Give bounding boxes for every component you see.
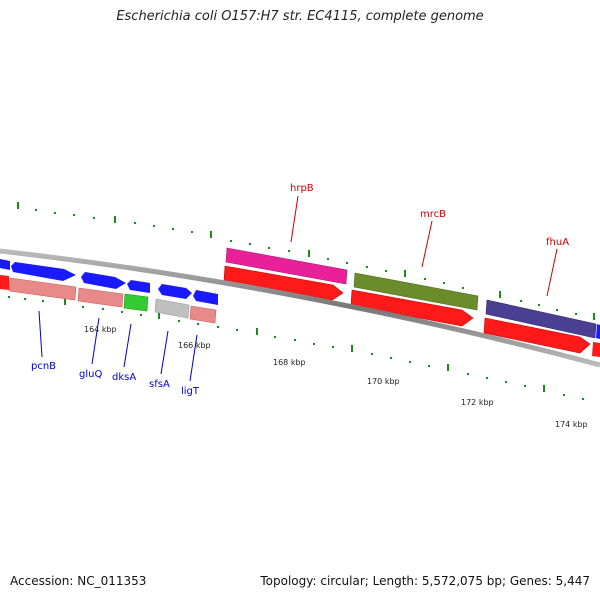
scale-label-170: 170 kbp <box>367 377 400 386</box>
accession-label: Accession: NC_011353 <box>10 574 147 588</box>
gene-label-dksA: dksA <box>112 372 136 383</box>
gene-label-pcnB: pcnB <box>31 361 56 372</box>
cds-reverse-arrow[interactable] <box>592 342 600 357</box>
gene-sfsA-bar[interactable] <box>154 298 190 319</box>
scale-label-172: 172 kbp <box>461 398 494 407</box>
scale-label-174: 174 kbp <box>555 420 588 429</box>
outer-tick-track <box>17 202 595 320</box>
gene-gluQ-bar[interactable] <box>77 287 124 308</box>
gene-mrcB-bar[interactable] <box>353 272 479 311</box>
map-title: Escherichia coli O157:H7 str. EC4115, co… <box>116 9 484 24</box>
scale-label-164: 164 kbp <box>84 325 117 334</box>
cds-forward-arrow[interactable] <box>158 284 192 299</box>
scale-label-166: 166 kbp <box>178 341 211 350</box>
inner-tick-track <box>8 296 584 400</box>
gene-fhuA-bar[interactable] <box>485 299 597 339</box>
reverse-strand-track <box>0 265 600 357</box>
gene-label-fhuA: fhuA <box>546 237 569 248</box>
cds-forward-arrow[interactable] <box>0 259 10 270</box>
label-leaders <box>38 195 558 382</box>
gene-dksA-bar[interactable] <box>123 293 149 312</box>
gene-label-sfsA: sfsA <box>149 379 170 390</box>
cds-reverse-arrow[interactable] <box>350 289 474 327</box>
gene-label-ligT: ligT <box>181 386 200 397</box>
gene-label-gluQ: gluQ <box>79 369 102 380</box>
gene-label-hrpB: hrpB <box>290 183 314 194</box>
cds-forward-arrow[interactable] <box>596 324 600 339</box>
cds-forward-arrow[interactable] <box>81 272 126 289</box>
cds-reverse-arrow[interactable] <box>223 265 344 301</box>
cds-forward-arrow[interactable] <box>193 290 218 305</box>
cds-forward-arrow[interactable] <box>11 262 76 281</box>
cds-reverse-arrow[interactable] <box>483 317 591 354</box>
cds-forward-arrow[interactable] <box>127 280 150 293</box>
forward-strand-track <box>0 247 600 339</box>
genome-backbone <box>0 248 600 368</box>
gene-label-mrcB: mrcB <box>420 209 446 220</box>
cds-reverse-arrow[interactable] <box>0 275 9 290</box>
scale-label-168: 168 kbp <box>273 358 306 367</box>
genome-summary-label: Topology: circular; Length: 5,572,075 bp… <box>260 574 590 588</box>
gene-ligT-bar[interactable] <box>189 305 217 324</box>
gene-pcnB-bar[interactable] <box>8 277 77 301</box>
gene-hrpB-bar[interactable] <box>225 247 348 285</box>
